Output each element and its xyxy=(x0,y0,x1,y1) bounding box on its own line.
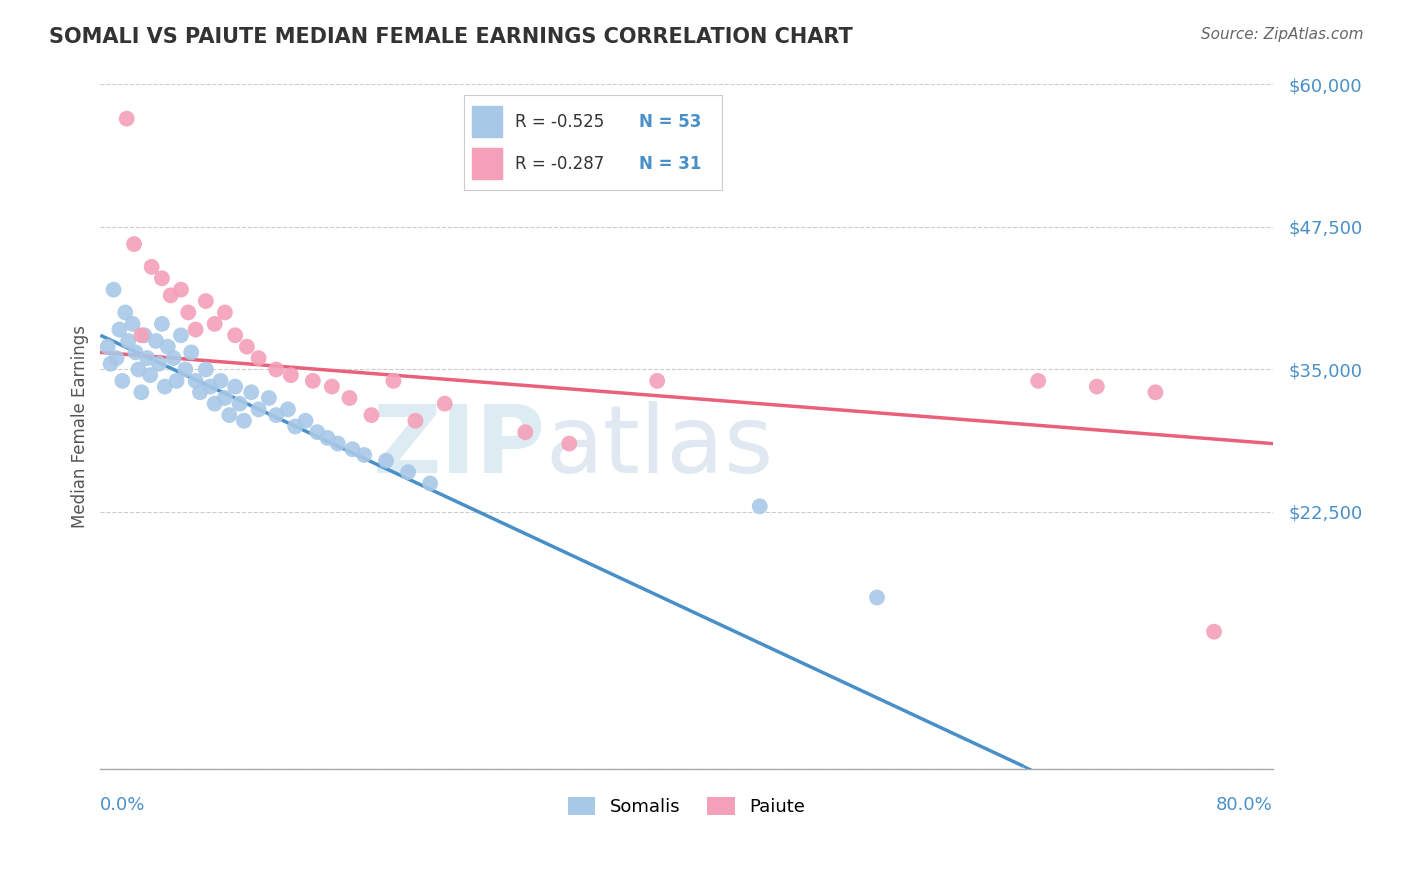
Point xyxy=(153,379,176,393)
Point xyxy=(1085,379,1108,393)
Point xyxy=(419,476,441,491)
Point xyxy=(131,385,153,400)
Point xyxy=(214,391,236,405)
Point xyxy=(396,465,419,479)
Point xyxy=(1202,624,1225,639)
Point xyxy=(124,345,146,359)
Point xyxy=(136,351,159,365)
Point xyxy=(194,362,217,376)
Point xyxy=(382,374,405,388)
Point xyxy=(170,328,193,343)
Point xyxy=(264,408,287,422)
Point xyxy=(97,340,120,354)
Point xyxy=(141,260,163,274)
Point xyxy=(866,591,889,605)
Point xyxy=(228,397,250,411)
Point xyxy=(150,271,173,285)
Point xyxy=(139,368,162,383)
Point xyxy=(645,374,668,388)
Point xyxy=(204,317,226,331)
Point xyxy=(218,408,240,422)
Legend: Somalis, Paiute: Somalis, Paiute xyxy=(561,789,813,823)
Point xyxy=(236,340,259,354)
Point xyxy=(353,448,375,462)
Point xyxy=(148,357,170,371)
Point xyxy=(247,402,270,417)
Point xyxy=(224,328,246,343)
Point xyxy=(404,414,426,428)
Point xyxy=(180,345,202,359)
Point xyxy=(108,322,131,336)
Point xyxy=(184,322,207,336)
Text: atlas: atlas xyxy=(546,401,775,493)
Point xyxy=(515,425,537,440)
Point xyxy=(233,414,256,428)
Point xyxy=(339,391,361,405)
Point xyxy=(224,379,246,393)
Point xyxy=(103,283,125,297)
Point xyxy=(558,436,581,450)
Point xyxy=(321,379,343,393)
Point xyxy=(177,305,200,319)
Text: 80.0%: 80.0% xyxy=(1216,796,1272,814)
Point xyxy=(121,317,143,331)
Point xyxy=(748,500,770,514)
Point xyxy=(257,391,280,405)
Point xyxy=(131,328,153,343)
Point xyxy=(342,442,364,457)
Point xyxy=(114,305,136,319)
Point xyxy=(326,436,349,450)
Point xyxy=(100,357,122,371)
Point xyxy=(240,385,263,400)
Point xyxy=(122,237,145,252)
Point xyxy=(307,425,329,440)
Point xyxy=(316,431,339,445)
Point xyxy=(117,334,139,348)
Point xyxy=(204,397,226,411)
Point xyxy=(156,340,179,354)
Point xyxy=(134,328,156,343)
Point xyxy=(170,283,193,297)
Point xyxy=(166,374,188,388)
Point xyxy=(280,368,302,383)
Point xyxy=(115,112,138,126)
Point xyxy=(247,351,270,365)
Point xyxy=(1026,374,1049,388)
Point xyxy=(105,351,128,365)
Y-axis label: Median Female Earnings: Median Female Earnings xyxy=(72,325,89,528)
Point xyxy=(184,374,207,388)
Point xyxy=(188,385,211,400)
Point xyxy=(150,317,173,331)
Point xyxy=(174,362,197,376)
Point xyxy=(127,362,149,376)
Point xyxy=(1144,385,1167,400)
Text: SOMALI VS PAIUTE MEDIAN FEMALE EARNINGS CORRELATION CHART: SOMALI VS PAIUTE MEDIAN FEMALE EARNINGS … xyxy=(49,27,853,46)
Point xyxy=(159,288,181,302)
Point xyxy=(301,374,323,388)
Point xyxy=(214,305,236,319)
Point xyxy=(284,419,307,434)
Point xyxy=(277,402,299,417)
Point xyxy=(145,334,167,348)
Point xyxy=(162,351,184,365)
Text: 0.0%: 0.0% xyxy=(100,796,146,814)
Point xyxy=(360,408,382,422)
Point xyxy=(111,374,134,388)
Point xyxy=(264,362,287,376)
Text: ZIP: ZIP xyxy=(373,401,546,493)
Point xyxy=(294,414,316,428)
Text: Source: ZipAtlas.com: Source: ZipAtlas.com xyxy=(1201,27,1364,42)
Point xyxy=(209,374,232,388)
Point xyxy=(200,379,222,393)
Point xyxy=(375,453,398,467)
Point xyxy=(433,397,456,411)
Point xyxy=(194,294,217,309)
